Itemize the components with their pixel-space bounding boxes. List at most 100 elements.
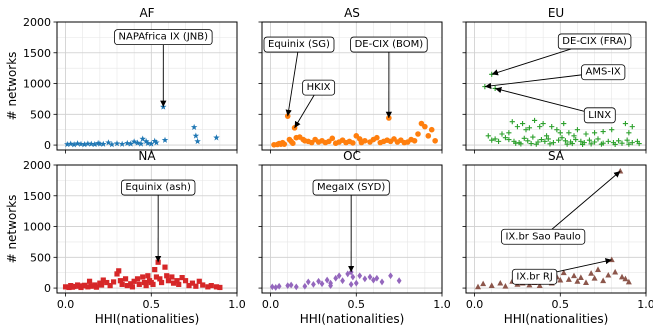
panel-as: AS Equinix (SG) HKIX DE-CIX (BOM) bbox=[258, 6, 443, 154]
data-point bbox=[506, 130, 512, 136]
data-point bbox=[176, 281, 182, 287]
data-point bbox=[153, 274, 160, 280]
annotation-arrow bbox=[551, 170, 621, 230]
data-point bbox=[586, 137, 593, 143]
data-point bbox=[192, 132, 200, 139]
data-point bbox=[502, 283, 509, 289]
annotation: DE-CIX (FRA) bbox=[491, 33, 632, 76]
data-point bbox=[622, 120, 629, 127]
annotation: IX.br RJ bbox=[511, 258, 612, 285]
data-point bbox=[273, 284, 279, 291]
annotation-label: NAPAfrica IX (JNB) bbox=[119, 32, 209, 43]
data-point bbox=[600, 277, 607, 284]
data-point bbox=[333, 274, 339, 282]
data-point bbox=[186, 283, 192, 289]
data-point bbox=[619, 140, 625, 146]
panel-frame bbox=[261, 21, 443, 151]
data-point bbox=[509, 119, 515, 125]
annotation-arrow bbox=[294, 94, 315, 129]
data-point bbox=[143, 283, 149, 289]
data-point bbox=[124, 283, 130, 289]
data-point bbox=[217, 284, 223, 291]
data-point bbox=[557, 130, 563, 136]
data-point bbox=[88, 140, 95, 147]
data-point bbox=[134, 139, 141, 146]
data-point bbox=[362, 275, 368, 283]
data-point bbox=[622, 275, 629, 282]
data-point bbox=[122, 276, 129, 282]
annotation-arrow bbox=[491, 48, 572, 76]
data-point bbox=[573, 136, 579, 143]
panel-title: NA bbox=[138, 149, 156, 163]
data-point bbox=[367, 273, 373, 281]
data-point bbox=[600, 128, 606, 135]
annotation-box bbox=[302, 79, 336, 96]
panel-frame bbox=[56, 164, 238, 294]
x-tick-label: 0.5 bbox=[348, 298, 366, 311]
data-point bbox=[140, 274, 146, 280]
data-point bbox=[139, 135, 146, 142]
annotation-label: DE-CIX (FRA) bbox=[562, 36, 627, 47]
panel-eu: EU DE-CIX (FRA) AMS-IX LINX bbox=[462, 6, 647, 154]
data-point bbox=[316, 277, 321, 285]
data-point bbox=[588, 141, 594, 147]
y-tick-label: 1500 bbox=[23, 47, 51, 60]
y-tick-label: 0 bbox=[44, 282, 51, 295]
data-point bbox=[165, 278, 172, 284]
data-point bbox=[169, 274, 175, 280]
data-point bbox=[290, 140, 296, 147]
data-point bbox=[362, 137, 368, 144]
data-point bbox=[531, 117, 538, 124]
data-point bbox=[583, 131, 589, 137]
x-tick-label: 1.0 bbox=[433, 298, 451, 311]
data-point bbox=[114, 271, 120, 277]
annotation-box bbox=[581, 64, 626, 81]
annotation-label: IX.br Sao Paulo bbox=[505, 231, 580, 242]
data-point bbox=[357, 272, 363, 280]
x-tick-label: 0.0 bbox=[466, 298, 484, 311]
y-tick-label: 2000 bbox=[23, 159, 51, 172]
data-point bbox=[116, 268, 122, 274]
data-point bbox=[561, 120, 567, 127]
data-point bbox=[85, 284, 91, 290]
data-point bbox=[550, 140, 557, 146]
data-point bbox=[193, 283, 199, 289]
data-point bbox=[100, 140, 107, 147]
data-point bbox=[161, 136, 169, 143]
data-point bbox=[67, 140, 74, 147]
data-point bbox=[96, 140, 104, 147]
data-point bbox=[107, 283, 113, 289]
annotation-box bbox=[263, 36, 335, 53]
data-point bbox=[281, 141, 288, 147]
data-point bbox=[350, 140, 356, 146]
data-point bbox=[182, 278, 189, 284]
data-point bbox=[619, 273, 625, 280]
data-point bbox=[64, 140, 71, 148]
data-point bbox=[571, 272, 577, 279]
annotation-label: AMS-IX bbox=[586, 67, 621, 78]
y-tick-label: 500 bbox=[30, 251, 51, 264]
data-point bbox=[328, 282, 333, 290]
panel-frame bbox=[465, 164, 647, 294]
x-axis-label: HHI(nationalities) bbox=[300, 312, 405, 326]
data-point bbox=[152, 267, 158, 273]
data-point bbox=[128, 281, 134, 287]
data-point bbox=[205, 284, 211, 290]
data-point bbox=[145, 273, 151, 279]
data-point bbox=[269, 283, 275, 291]
data-point bbox=[480, 280, 487, 287]
data-point bbox=[495, 138, 502, 144]
annotation: LINX bbox=[495, 86, 616, 124]
panel-frame bbox=[261, 164, 443, 294]
annotation-arrow bbox=[484, 74, 582, 89]
y-axis-label: # networks bbox=[5, 52, 19, 121]
annotation-label: IX.br RJ bbox=[516, 271, 553, 282]
data-point bbox=[537, 124, 543, 130]
data-point bbox=[560, 269, 567, 276]
data-point bbox=[113, 140, 121, 147]
data-point bbox=[549, 124, 555, 130]
data-point bbox=[545, 136, 551, 142]
data-point bbox=[148, 140, 155, 147]
data-point bbox=[598, 141, 605, 147]
data-point bbox=[77, 140, 85, 147]
